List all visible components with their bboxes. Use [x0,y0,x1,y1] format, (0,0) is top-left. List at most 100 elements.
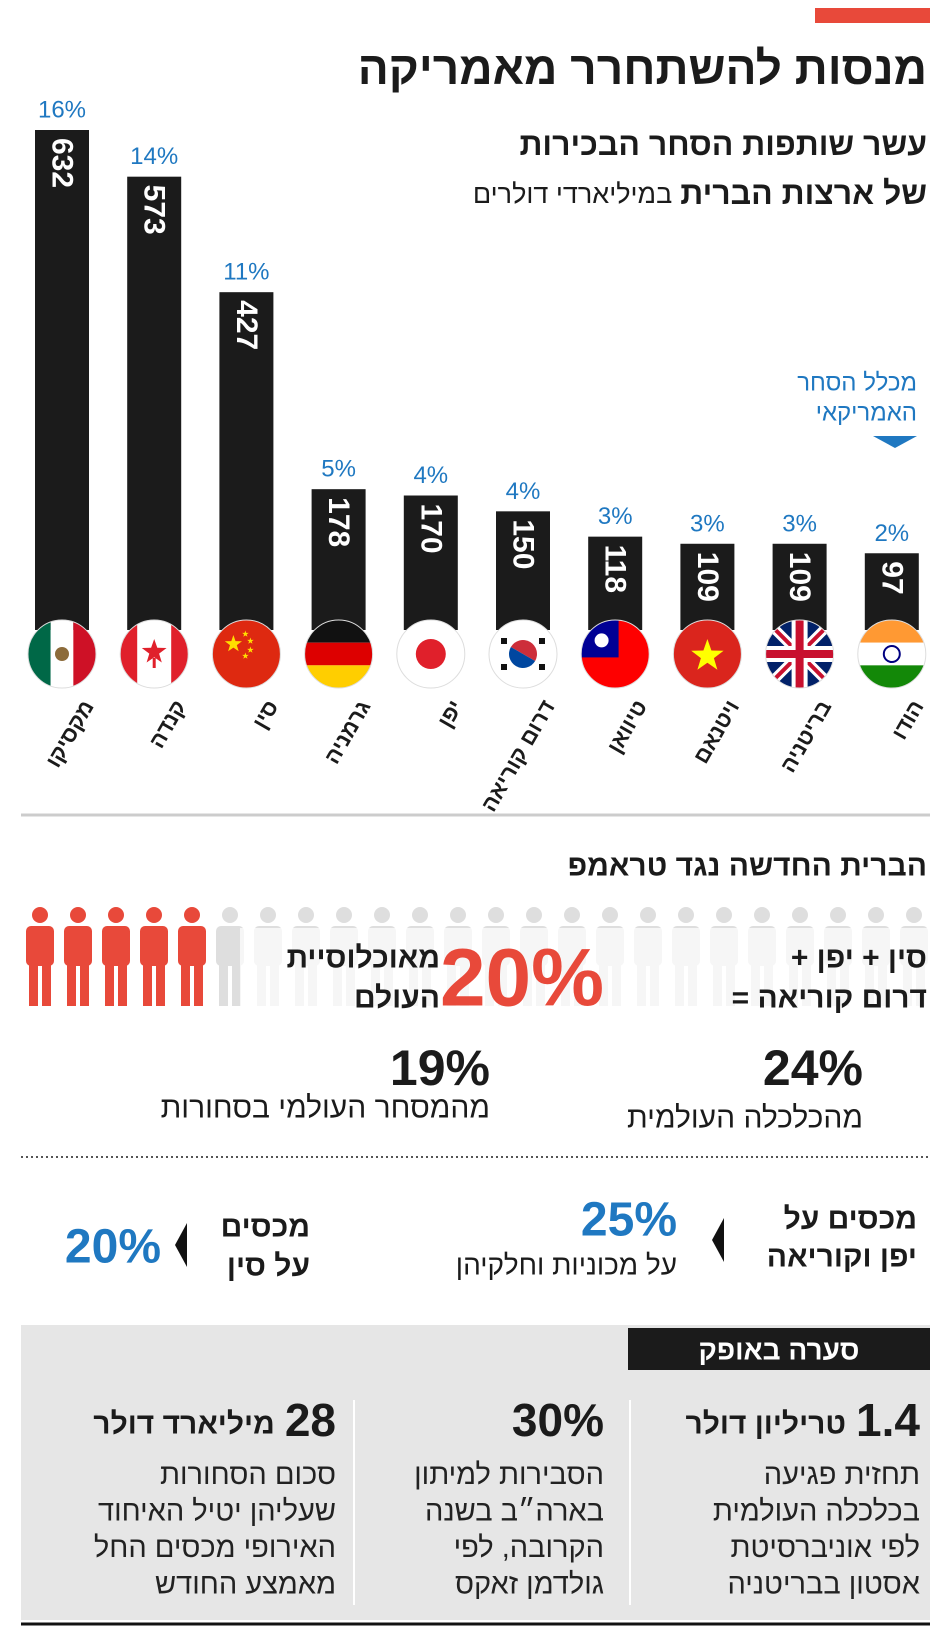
bar-value-label: 632 [46,138,79,188]
share-label: 16% [38,97,86,124]
storm-line: תחזית פגיעה [764,1459,920,1491]
flag-part [304,620,373,643]
share-label: 4% [506,478,541,505]
person-head [792,907,808,923]
bar [588,536,643,630]
flag-part [141,639,167,663]
storm-tag [628,1328,930,1370]
flag-part [691,639,724,670]
person-body [64,926,92,966]
category-label: בריטניה [775,696,836,777]
bar [680,543,735,630]
flag-part [765,650,834,658]
stat-text: מהמסחר העולמי בסחורות [161,1092,490,1125]
bar-value-label: 109 [691,552,724,602]
person-leg [118,962,127,1006]
flag-part [304,642,373,666]
person-body [102,926,130,966]
flag-part [304,665,373,688]
bar [311,489,366,630]
members-line: דרום קוריאה = [732,982,927,1015]
person-icon [178,907,206,1006]
members-line: סין + יפן + [791,942,927,975]
flag-part [415,639,446,669]
flag-part [501,664,507,670]
flag-part [171,620,189,688]
flag-outline [211,619,281,689]
person-head [716,907,732,923]
category-label: גרמניה [319,696,375,768]
flag-outline [27,619,97,689]
storm-line: הסבירות למיתון [414,1459,604,1491]
bar [219,292,274,630]
flag-outline [857,619,927,689]
person-head [374,907,390,923]
person-icon [64,907,92,1006]
tariff-line: על סין [227,1250,310,1283]
person-head [450,907,466,923]
annotation-pointer [873,436,917,448]
bar-value-label: 118 [599,545,632,593]
person-head [32,907,48,923]
category-label: קנדה [144,696,191,753]
flag [489,620,557,688]
person-head [108,907,124,923]
bar-value-label: 150 [507,519,540,569]
flag-part [224,635,242,652]
person-icon [26,907,54,1006]
flag-part [28,620,51,688]
person-head [830,907,846,923]
flag-part [247,637,254,644]
person-head [868,907,884,923]
flag-part [242,652,249,659]
person-leg [67,962,76,1006]
person-head [640,907,656,923]
bar [403,495,458,630]
bar [496,511,550,630]
category-label: מקסיקו [41,696,99,772]
section-title: הברית החדשה נגד טראמפ [568,850,927,883]
category-label: הודו [886,696,928,744]
flag-outline [488,619,558,689]
person-body [140,926,168,966]
share-label: 4% [413,462,448,489]
flag-part [152,658,156,668]
person-icon [140,907,168,1006]
person-head [906,907,922,923]
storm-number: 1.4 [856,1394,920,1446]
storm-line: אסטון בבריטניה [727,1569,920,1601]
bar [127,176,182,630]
person-leg [194,962,203,1006]
category-label: טיוואן [602,696,652,758]
share-label: 2% [874,520,909,547]
share-label: 14% [130,143,178,170]
person-leg [156,962,165,1006]
share-label: 5% [321,456,356,483]
flag-part [73,620,96,688]
flag-outline [580,619,650,689]
population-text: מאוכלוסיית [287,942,441,975]
person-leg [219,962,228,1006]
flag-outline [119,619,189,689]
person-head [602,907,618,923]
pointer [175,1223,187,1267]
person-leg [42,962,51,1006]
person-head [184,907,200,923]
flag-part [539,664,545,670]
bar-value-label: 427 [230,300,263,350]
person-head [564,907,580,923]
share-label: 3% [782,510,817,537]
tariff-line: מכסים על [784,1203,917,1236]
person-head [678,907,694,923]
flag-outline [672,619,742,689]
bar [35,130,89,630]
bar-value-label: 109 [783,552,816,602]
storm-line: מאמצע החודש [155,1569,336,1601]
person-head [526,907,542,923]
category-label: ויטנאם [688,696,744,768]
share-label: 3% [598,503,633,530]
page-title: מנסות להשתחרר מאמריקה [358,42,927,94]
flag-outline [396,619,466,689]
person-head [298,907,314,923]
person-leg [143,962,152,1006]
